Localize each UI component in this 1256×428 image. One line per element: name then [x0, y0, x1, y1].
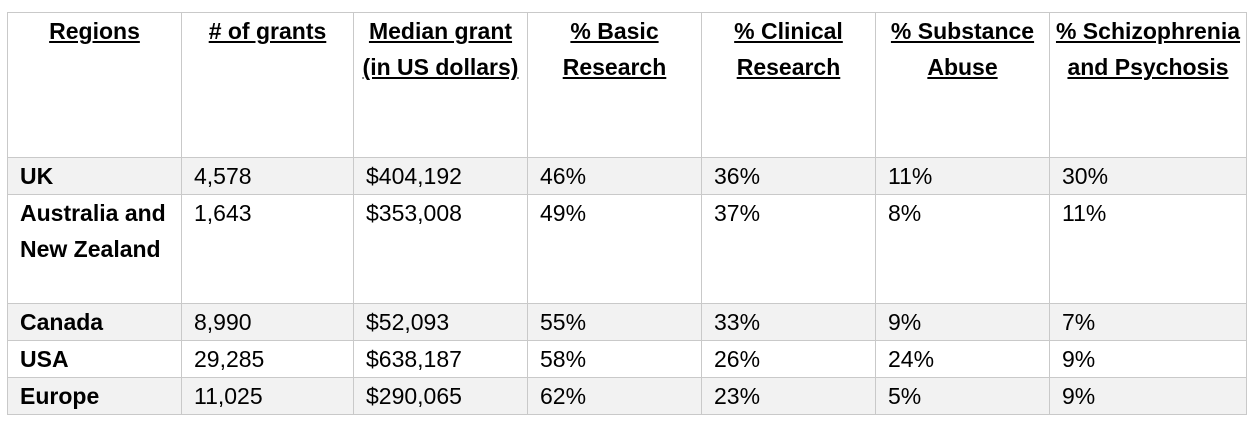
schizophrenia-cell: 9%: [1049, 340, 1247, 378]
clinical-research-cell: 33%: [701, 303, 876, 341]
schizophrenia-cell: 7%: [1049, 303, 1247, 341]
substance-abuse-cell: 24%: [875, 340, 1050, 378]
clinical-research-cell: 26%: [701, 340, 876, 378]
grants-cell: 1,643: [181, 194, 354, 304]
table-row: Europe 11,025 $290,065 62% 23% 5% 9%: [7, 377, 1247, 415]
substance-abuse-cell: 11%: [875, 157, 1050, 195]
grants-cell: 8,990: [181, 303, 354, 341]
median-grant-cell: $404,192: [353, 157, 528, 195]
header-basic-research: % Basic Research: [527, 12, 702, 158]
region-cell: Canada: [7, 303, 182, 341]
clinical-research-cell: 37%: [701, 194, 876, 304]
clinical-research-cell: 23%: [701, 377, 876, 415]
schizophrenia-cell: 9%: [1049, 377, 1247, 415]
median-grant-cell: $290,065: [353, 377, 528, 415]
grants-table: Regions # of grants Median grant (in US …: [7, 12, 1247, 415]
region-cell: USA: [7, 340, 182, 378]
header-num-grants: # of grants: [181, 12, 354, 158]
grants-cell: 4,578: [181, 157, 354, 195]
header-median-grant: Median grant (in US dollars): [353, 12, 528, 158]
table-row: UK 4,578 $404,192 46% 36% 11% 30%: [7, 157, 1247, 195]
basic-research-cell: 55%: [527, 303, 702, 341]
schizophrenia-cell: 11%: [1049, 194, 1247, 304]
basic-research-cell: 62%: [527, 377, 702, 415]
table-row: Canada 8,990 $52,093 55% 33% 9% 7%: [7, 303, 1247, 341]
substance-abuse-cell: 5%: [875, 377, 1050, 415]
substance-abuse-cell: 8%: [875, 194, 1050, 304]
schizophrenia-cell: 30%: [1049, 157, 1247, 195]
basic-research-cell: 58%: [527, 340, 702, 378]
table-row: USA 29,285 $638,187 58% 26% 24% 9%: [7, 340, 1247, 378]
substance-abuse-cell: 9%: [875, 303, 1050, 341]
header-row: Regions # of grants Median grant (in US …: [7, 12, 1247, 158]
clinical-research-cell: 36%: [701, 157, 876, 195]
basic-research-cell: 46%: [527, 157, 702, 195]
header-substance-abuse: % Substance Abuse: [875, 12, 1050, 158]
header-schizophrenia-psychosis: % Schizophrenia and Psychosis: [1049, 12, 1247, 158]
header-clinical-research: % Clinical Research: [701, 12, 876, 158]
table-row: Australia and New Zealand 1,643 $353,008…: [7, 194, 1247, 304]
grants-cell: 11,025: [181, 377, 354, 415]
basic-research-cell: 49%: [527, 194, 702, 304]
region-cell: Europe: [7, 377, 182, 415]
median-grant-cell: $638,187: [353, 340, 528, 378]
table-container: Regions # of grants Median grant (in US …: [7, 12, 1247, 415]
median-grant-cell: $353,008: [353, 194, 528, 304]
grants-cell: 29,285: [181, 340, 354, 378]
region-cell: Australia and New Zealand: [7, 194, 182, 304]
header-regions: Regions: [7, 12, 182, 158]
region-cell: UK: [7, 157, 182, 195]
median-grant-cell: $52,093: [353, 303, 528, 341]
